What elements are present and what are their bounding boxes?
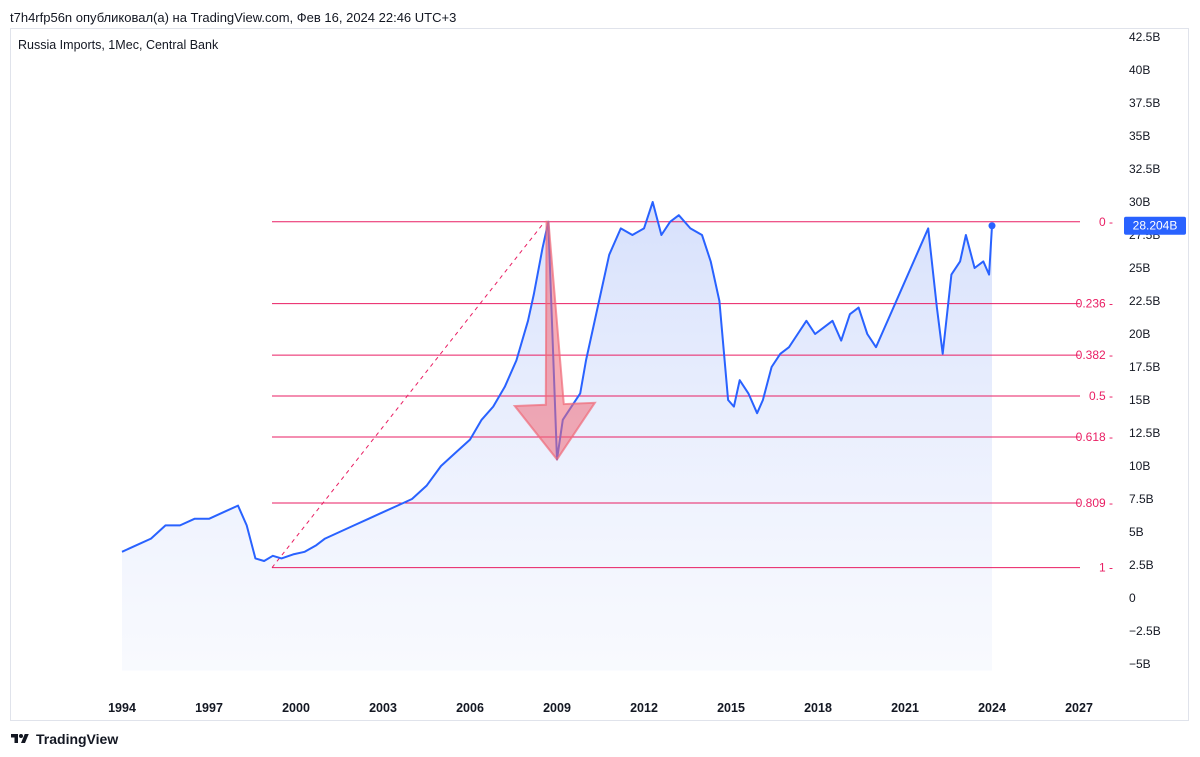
x-tick-label: 2012 [630, 701, 658, 715]
fib-level-label: 1 - [1099, 561, 1113, 575]
y-tick-label: 37.5B [1129, 96, 1160, 110]
y-tick-label: 22.5B [1129, 294, 1160, 308]
arrow-drawing[interactable] [512, 220, 597, 462]
y-tick-label: 20B [1129, 327, 1150, 341]
y-tick-label: 32.5B [1129, 162, 1160, 176]
y-tick-label: 2.5B [1129, 558, 1154, 572]
y-tick-label: 7.5B [1129, 492, 1154, 506]
y-axis[interactable]: 42.5B40B37.5B35B32.5B30B27.5B25B22.5B20B… [1129, 30, 1161, 671]
x-tick-label: 2024 [978, 701, 1006, 715]
y-tick-label: 40B [1129, 63, 1150, 77]
x-tick-label: 1997 [195, 701, 223, 715]
x-tick-label: 2021 [891, 701, 919, 715]
y-tick-label: −5B [1129, 657, 1151, 671]
down-arrow-icon[interactable] [512, 220, 597, 462]
y-tick-label: 15B [1129, 393, 1150, 407]
y-tick-label: 35B [1129, 129, 1150, 143]
x-tick-label: 2018 [804, 701, 832, 715]
y-tick-label: 17.5B [1129, 360, 1160, 374]
fib-level-label: 0.618 - [1076, 430, 1113, 444]
publish-info: t7h4rfp56n опубликовал(а) на TradingView… [10, 10, 457, 25]
series-line-layer [121, 201, 996, 562]
y-tick-label: 25B [1129, 261, 1150, 275]
fib-level-label: 0.236 - [1076, 297, 1113, 311]
brand-text: TradingView [36, 731, 119, 747]
fib-level-label: 0.809 - [1076, 496, 1113, 510]
x-tick-label: 2027 [1065, 701, 1093, 715]
x-tick-label: 2003 [369, 701, 397, 715]
x-tick-label: 2009 [543, 701, 571, 715]
symbol-title: Russia Imports, 1Мес, Central Bank [18, 38, 219, 52]
area-fill-layer [122, 202, 992, 671]
fib-retracement[interactable]: 0 - 0.236 - 0.382 - 0.5 - 0.618 - 0.809 - 1 - [271, 215, 1113, 575]
last-point-marker [988, 222, 996, 230]
last-price-label: 28.204B [1124, 216, 1186, 235]
price-label-text: 28.204B [1133, 219, 1178, 233]
x-axis[interactable]: 1994 1997 2000 2003 2006 2009 2012 2015 2018 2021… [108, 701, 1093, 715]
x-tick-label: 2015 [717, 701, 745, 715]
x-tick-label: 1994 [108, 701, 136, 715]
fib-trend-line[interactable] [271, 221, 545, 568]
x-tick-label: 2000 [282, 701, 310, 715]
chart-frame [10, 28, 1189, 721]
y-tick-label: 5B [1129, 525, 1144, 539]
y-tick-label: −2.5B [1129, 624, 1161, 638]
x-tick-label: 2006 [456, 701, 484, 715]
y-tick-label: 12.5B [1129, 426, 1160, 440]
y-tick-label: 0 [1129, 591, 1136, 605]
y-tick-label: 30B [1129, 195, 1150, 209]
tradingview-logo[interactable]: TradingView [10, 731, 118, 747]
y-tick-label: 42.5B [1129, 30, 1160, 44]
series-line [121, 201, 993, 562]
fib-level-label: 0 - [1099, 215, 1113, 229]
tradingview-logo-icon [11, 734, 29, 743]
price-label-bg [1124, 216, 1186, 235]
fib-level-label: 0.382 - [1076, 348, 1113, 362]
area-fill [122, 202, 992, 671]
fib-level-label: 0.5 - [1089, 389, 1113, 403]
y-tick-label: 10B [1129, 459, 1150, 473]
